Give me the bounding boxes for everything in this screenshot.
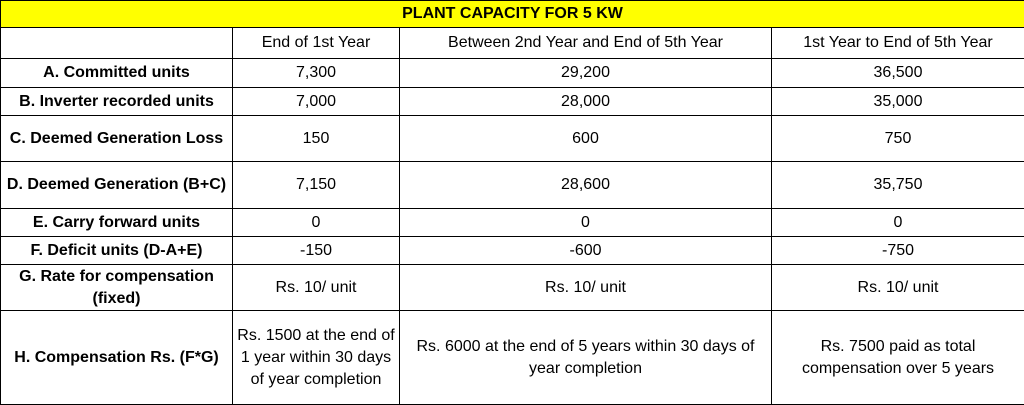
table-cell: 0 bbox=[772, 209, 1024, 237]
table-row: E. Carry forward units 0 0 0 bbox=[1, 209, 1024, 237]
table-cell: 36,500 bbox=[772, 59, 1024, 88]
table-cell: 150 bbox=[233, 116, 400, 162]
table-row: H. Compensation Rs. (F*G) Rs. 1500 at th… bbox=[1, 311, 1024, 405]
table-cell: 35,000 bbox=[772, 88, 1024, 116]
table-cell: 28,000 bbox=[400, 88, 772, 116]
table-row: B. Inverter recorded units 7,000 28,000 … bbox=[1, 88, 1024, 116]
header-cell-1st-to-5th-year: 1st Year to End of 5th Year bbox=[772, 28, 1024, 59]
table-cell: 0 bbox=[233, 209, 400, 237]
table-cell: -150 bbox=[233, 237, 400, 265]
header-cell-end-1st-year: End of 1st Year bbox=[233, 28, 400, 59]
row-label: D. Deemed Generation (B+C) bbox=[1, 162, 233, 209]
table-cell: Rs. 10/ unit bbox=[400, 265, 772, 311]
header-row: End of 1st Year Between 2nd Year and End… bbox=[1, 28, 1024, 59]
table-cell: 28,600 bbox=[400, 162, 772, 209]
table-row: D. Deemed Generation (B+C) 7,150 28,600 … bbox=[1, 162, 1024, 209]
table-row: C. Deemed Generation Loss 150 600 750 bbox=[1, 116, 1024, 162]
table-cell: -600 bbox=[400, 237, 772, 265]
table-cell: 7,150 bbox=[233, 162, 400, 209]
title-row: PLANT CAPACITY FOR 5 KW bbox=[1, 1, 1024, 28]
table-cell: 0 bbox=[400, 209, 772, 237]
table-cell: 750 bbox=[772, 116, 1024, 162]
table-cell: 600 bbox=[400, 116, 772, 162]
row-label: B. Inverter recorded units bbox=[1, 88, 233, 116]
table-cell: 7,300 bbox=[233, 59, 400, 88]
row-label: E. Carry forward units bbox=[1, 209, 233, 237]
header-cell-empty bbox=[1, 28, 233, 59]
row-label: F. Deficit units (D-A+E) bbox=[1, 237, 233, 265]
table-cell: 7,000 bbox=[233, 88, 400, 116]
table-title: PLANT CAPACITY FOR 5 KW bbox=[1, 1, 1024, 28]
row-label: H. Compensation Rs. (F*G) bbox=[1, 311, 233, 405]
table-row: G. Rate for compensation (fixed) Rs. 10/… bbox=[1, 265, 1024, 311]
table-cell: 29,200 bbox=[400, 59, 772, 88]
row-label: C. Deemed Generation Loss bbox=[1, 116, 233, 162]
table-cell: Rs. 1500 at the end of 1 year within 30 … bbox=[233, 311, 400, 405]
header-cell-2nd-to-5th-year: Between 2nd Year and End of 5th Year bbox=[400, 28, 772, 59]
row-label: A. Committed units bbox=[1, 59, 233, 88]
table-cell: Rs. 6000 at the end of 5 years within 30… bbox=[400, 311, 772, 405]
table-cell: -750 bbox=[772, 237, 1024, 265]
table-row: A. Committed units 7,300 29,200 36,500 bbox=[1, 59, 1024, 88]
table-cell: Rs. 7500 paid as total compensation over… bbox=[772, 311, 1024, 405]
table-row: F. Deficit units (D-A+E) -150 -600 -750 bbox=[1, 237, 1024, 265]
row-label: G. Rate for compensation (fixed) bbox=[1, 265, 233, 311]
table-cell: Rs. 10/ unit bbox=[772, 265, 1024, 311]
table-cell: 35,750 bbox=[772, 162, 1024, 209]
table-cell: Rs. 10/ unit bbox=[233, 265, 400, 311]
